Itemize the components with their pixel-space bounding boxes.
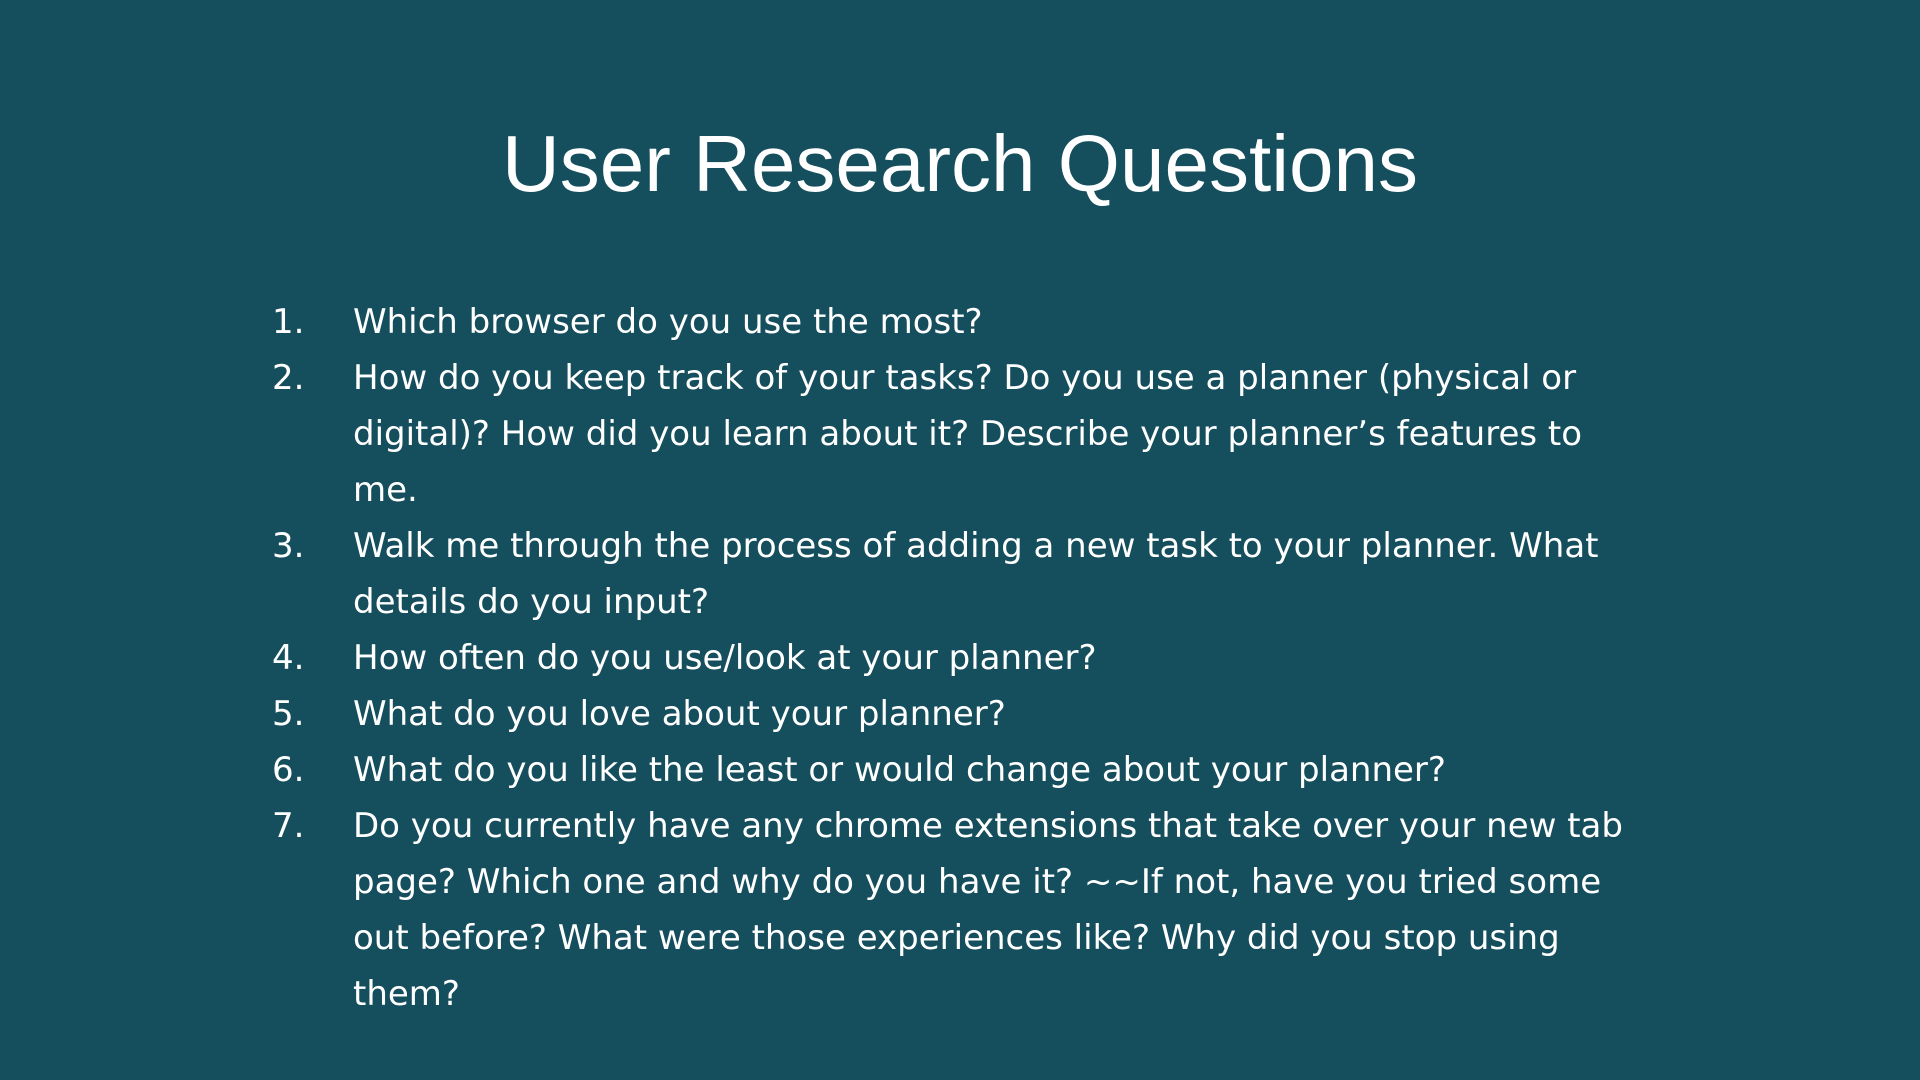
question-list: 1. Which browser do you use the most? 2.… <box>272 294 1642 1022</box>
list-item-text: Do you currently have any chrome extensi… <box>353 806 1623 1014</box>
list-item-text: How often do you use/look at your planne… <box>353 638 1097 678</box>
list-item-text: What do you like the least or would chan… <box>353 750 1446 790</box>
list-item-text: What do you love about your planner? <box>353 694 1006 734</box>
list-item: 2. How do you keep track of your tasks? … <box>272 350 1642 518</box>
list-item: 4. How often do you use/look at your pla… <box>272 630 1642 686</box>
list-item-text: Walk me through the process of adding a … <box>353 526 1599 622</box>
list-item: 6. What do you like the least or would c… <box>272 742 1642 798</box>
list-item-number: 7. <box>272 806 305 846</box>
list-item-number: 4. <box>272 638 305 678</box>
list-item-text: Which browser do you use the most? <box>353 302 983 342</box>
list-item: 3. Walk me through the process of adding… <box>272 518 1642 630</box>
list-item: 1. Which browser do you use the most? <box>272 294 1642 350</box>
list-item-number: 3. <box>272 526 305 566</box>
list-item: 7. Do you currently have any chrome exte… <box>272 798 1642 1022</box>
slide-title: User Research Questions <box>502 119 1418 208</box>
list-item-number: 5. <box>272 694 305 734</box>
list-item-number: 6. <box>272 750 305 790</box>
list-item: 5. What do you love about your planner? <box>272 686 1642 742</box>
list-item-text: How do you keep track of your tasks? Do … <box>353 358 1583 510</box>
list-item-number: 2. <box>272 358 305 398</box>
list-item-number: 1. <box>272 302 305 342</box>
